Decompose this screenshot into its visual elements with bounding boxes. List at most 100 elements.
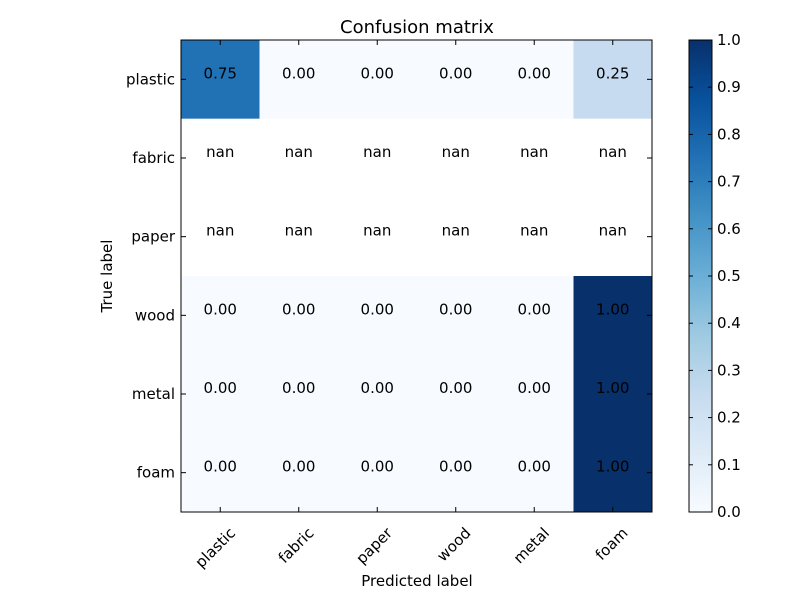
cell-value-label: nan [206,222,234,240]
heatmap-cell [338,40,417,120]
cell-value-label: nan [599,143,627,161]
cell-value-label: 0.00 [439,64,472,82]
heatmap-cell [573,354,653,434]
cell-value-label: 0.00 [361,458,394,476]
cell-value-label: nan [285,222,313,240]
cell-value-label: 0.00 [439,300,472,318]
cell-value-label: nan [520,222,548,240]
y-axis-ticks: plastic fabric paper wood metal foam [126,70,652,482]
heatmap-cell [181,433,260,513]
cell-value-label: 0.00 [439,458,472,476]
heatmap-cell [416,276,496,356]
heatmap-cell [416,354,496,434]
cell-value-label: 0.00 [361,64,394,82]
colorbar-tick-label: 0.2 [717,409,741,427]
cell-value-label: nan [285,143,313,161]
heatmap-cell [573,118,653,198]
cell-value-label: 0.00 [204,300,237,318]
heatmap-cell [416,40,496,120]
y-tick-label: metal [132,385,175,403]
heatmap-cell [495,354,574,434]
y-tick-label: foam [137,464,175,482]
x-tick-label: plastic [192,524,239,571]
heatmap-cell [181,40,260,120]
cell-value-label: 0.25 [596,64,629,82]
heatmap-cell [181,276,260,356]
colorbar-tick-label: 0.3 [717,361,741,379]
x-tick-label: foam [592,524,632,564]
cell-value-label: nan [442,222,470,240]
colorbar-tick-label: 0.7 [717,173,741,191]
cell-value-label: 1.00 [596,458,629,476]
y-tick-label: plastic [126,70,175,88]
colorbar-tick-label: 0.1 [717,456,741,474]
heatmap-cell [416,118,496,198]
heatmap-cell [338,197,417,277]
x-tick-label: metal [510,524,553,567]
cell-value-label: 0.00 [518,458,551,476]
heatmap-cell [573,197,653,277]
colorbar-tick-label: 1.0 [717,31,741,49]
cell-value-label: nan [363,222,391,240]
cell-value-label: 0.00 [282,379,315,397]
y-tick-label: wood [135,306,175,324]
heatmap-cell [495,40,574,120]
cell-value-label: 0.00 [361,379,394,397]
heatmap-cell [573,40,653,120]
heatmap-cell [259,197,339,277]
x-axis-label: Predicted label [361,572,472,590]
cell-value-label: nan [520,143,548,161]
cell-value-label: 1.00 [596,300,629,318]
heatmap-cell [338,433,417,513]
heatmap-cell [259,40,339,120]
cell-value-label: 0.00 [518,379,551,397]
plot-frame [180,39,653,513]
y-axis-label: True label [98,240,116,314]
cell-value-label: 0.00 [204,379,237,397]
heatmap-cell [338,354,417,434]
cell-value-label: 1.00 [596,379,629,397]
cell-value-label: nan [363,143,391,161]
heatmap-cell [181,118,260,198]
colorbar-tick-label: 0.5 [717,267,741,285]
colorbar-tick-label: 0.9 [717,78,741,96]
heatmap-cell [495,197,574,277]
heatmap-cell-labels: 0.75 0.00 0.00 0.00 0.00 0.25 nan nan nan nan nan n… [204,64,630,475]
heatmap-cell [416,197,496,277]
heatmap-cell [495,433,574,513]
x-tick-label: wood [433,524,474,565]
heatmap-cell [259,276,339,356]
chart-title: Confusion matrix [340,17,494,38]
cell-value-label: 0.75 [204,64,237,82]
colorbar-tick-label: 0.8 [717,125,741,143]
heatmap-cell [259,118,339,198]
colorbar-tick-label: 0.6 [717,220,741,238]
x-tick-label: paper [352,523,396,567]
heatmap-cell [495,118,574,198]
cell-value-label: nan [206,143,234,161]
heatmap-cell [259,433,339,513]
cell-value-label: 0.00 [518,300,551,318]
colorbar-tick-label: 0.4 [717,314,741,332]
cell-value-label: nan [599,222,627,240]
heatmap-cells [181,40,653,513]
heatmap-cell [259,354,339,434]
y-tick-label: paper [131,228,175,246]
heatmap-cell [181,354,260,434]
cell-value-label: 0.00 [361,300,394,318]
heatmap-cell [573,433,653,513]
cell-value-label: 0.00 [282,300,315,318]
colorbar-ticks: 0.0 0.1 0.2 0.3 0.4 0.5 0.6 0.7 0.8 0.9 1.0 [689,31,741,521]
cell-value-label: 0.00 [518,64,551,82]
y-tick-label: fabric [132,149,175,167]
heatmap-cell [416,433,496,513]
heatmap-cell [338,118,417,198]
heatmap-cell [338,276,417,356]
colorbar-tick-label: 0.0 [717,503,741,521]
cell-value-label: 0.00 [204,458,237,476]
cell-value-label: 0.00 [282,64,315,82]
x-tick-label: fabric [275,524,318,567]
cell-value-label: 0.00 [439,379,472,397]
heatmap-cell [573,276,653,356]
